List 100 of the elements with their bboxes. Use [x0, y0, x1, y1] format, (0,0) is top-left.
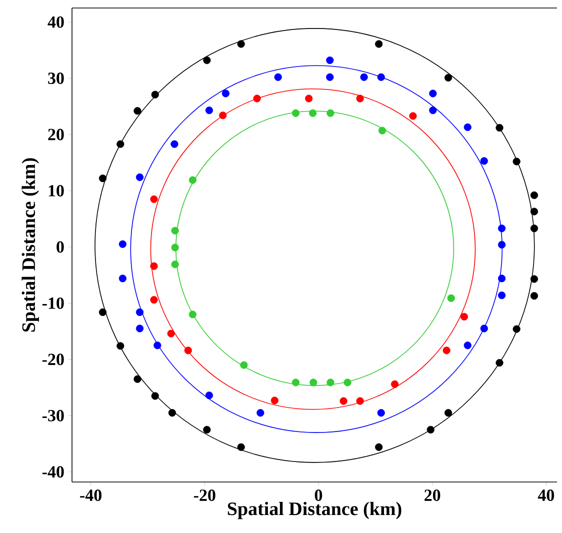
- point: [326, 109, 334, 117]
- x-tick-label: 0: [314, 490, 322, 502]
- point: [308, 109, 317, 117]
- point: [310, 378, 318, 386]
- point: [447, 294, 455, 302]
- point: [444, 74, 452, 82]
- point: [171, 260, 179, 268]
- point: [136, 324, 144, 332]
- point: [150, 195, 158, 203]
- point: [134, 107, 142, 115]
- point: [171, 244, 179, 252]
- point: [292, 378, 300, 386]
- point: [480, 324, 488, 332]
- x-axis-title: Spatial Distance (km): [228, 502, 402, 520]
- point: [168, 409, 176, 417]
- y-tick-label: -20: [42, 354, 64, 366]
- point: [356, 397, 364, 405]
- point: [171, 226, 179, 234]
- point: [530, 208, 538, 216]
- point: [480, 157, 488, 165]
- point: [136, 308, 144, 316]
- point: [237, 443, 245, 451]
- y-tick-label: 40: [48, 16, 64, 28]
- point: [205, 106, 213, 114]
- point: [326, 378, 334, 386]
- point: [344, 378, 352, 386]
- point: [134, 375, 142, 383]
- point: [530, 224, 538, 232]
- point: [496, 358, 504, 367]
- point: [170, 140, 178, 148]
- y-tick-label: 30: [48, 72, 64, 84]
- x-tick-label: -40: [80, 490, 102, 502]
- y-tick-label: -10: [42, 297, 64, 309]
- point: [98, 174, 107, 182]
- point: [184, 346, 192, 354]
- point: [429, 106, 437, 114]
- point: [429, 90, 437, 98]
- point: [154, 342, 162, 350]
- point: [116, 140, 124, 148]
- point: [237, 40, 245, 48]
- point: [167, 330, 175, 338]
- point: [136, 173, 144, 182]
- point: [150, 262, 158, 270]
- point: [498, 240, 506, 249]
- point: [377, 73, 385, 81]
- y-tick-label: 0: [56, 241, 64, 253]
- point: [512, 325, 520, 333]
- point: [274, 73, 282, 81]
- x-tick-label: -20: [194, 490, 216, 502]
- point: [188, 176, 196, 184]
- point: [360, 73, 368, 81]
- point: [203, 56, 211, 64]
- point: [378, 126, 386, 134]
- point: [240, 361, 248, 369]
- y-tick-label: -30: [42, 410, 64, 422]
- point: [188, 310, 196, 318]
- point: [116, 342, 124, 350]
- x-tick-label: 40: [538, 490, 554, 502]
- point: [464, 342, 472, 350]
- point: [409, 112, 417, 120]
- point: [270, 396, 278, 404]
- point: [151, 90, 159, 98]
- point: [292, 109, 300, 117]
- point: [150, 296, 158, 304]
- point: [426, 426, 434, 434]
- y-tick-label: 10: [48, 185, 64, 196]
- y-tick-label: -40: [42, 466, 64, 478]
- point: [326, 56, 334, 64]
- point: [356, 94, 364, 102]
- point: [118, 274, 126, 282]
- point: [222, 90, 230, 98]
- point: [498, 224, 506, 232]
- point: [203, 426, 211, 434]
- point: [442, 346, 450, 354]
- point: [305, 94, 313, 102]
- point: [460, 312, 468, 320]
- point: [498, 292, 506, 300]
- point: [375, 40, 383, 48]
- y-tick-label: 20: [48, 128, 64, 140]
- point: [530, 275, 538, 283]
- x-tick-label: 20: [424, 490, 440, 502]
- point: [375, 443, 383, 451]
- point: [496, 124, 504, 132]
- point: [530, 292, 538, 300]
- point: [377, 409, 385, 417]
- point: [340, 397, 348, 405]
- point: [444, 409, 452, 417]
- point: [256, 409, 264, 417]
- point: [118, 240, 126, 248]
- point: [326, 73, 334, 81]
- point: [498, 274, 506, 282]
- point: [151, 392, 159, 400]
- point: [205, 392, 213, 400]
- y-axis-title: Spatial Distance (km): [22, 158, 39, 332]
- point: [530, 191, 538, 200]
- point: [253, 94, 261, 102]
- point: [464, 123, 472, 132]
- point: [98, 308, 107, 316]
- point: [390, 380, 399, 388]
- point: [219, 112, 227, 120]
